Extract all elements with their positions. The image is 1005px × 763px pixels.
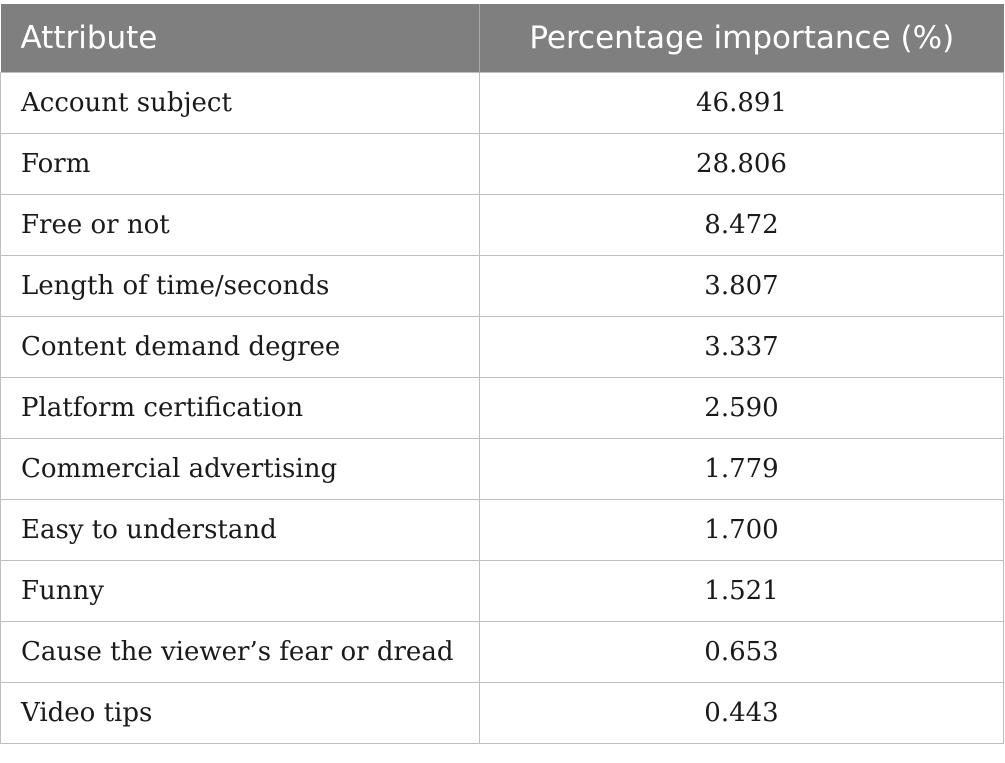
table-row: Commercial advertising 1.779	[0, 437, 1004, 500]
table-row: Form 28.806	[0, 132, 1004, 195]
attribute-cell: Content demand degree	[0, 315, 480, 378]
header-row: Attribute Percentage importance (%)	[0, 4, 1004, 72]
attribute-cell: Free or not	[0, 193, 480, 256]
table-row: Free or not 8.472	[0, 193, 1004, 256]
header-attribute: Attribute	[0, 4, 480, 72]
table-row: Funny 1.521	[0, 559, 1004, 622]
header-percentage: Percentage importance (%)	[479, 4, 1004, 72]
value-cell: 2.590	[479, 376, 1004, 439]
attribute-cell: Platform certification	[0, 376, 480, 439]
table-row: Cause the viewer’s fear or dread 0.653	[0, 620, 1004, 683]
attribute-cell: Form	[0, 132, 480, 195]
value-cell: 1.700	[479, 498, 1004, 561]
attribute-cell: Cause the viewer’s fear or dread	[0, 620, 480, 683]
attribute-cell: Length of time/seconds	[0, 254, 480, 317]
importance-table: Attribute Percentage importance (%) Acco…	[0, 4, 1004, 744]
table-row: Easy to understand 1.700	[0, 498, 1004, 561]
attribute-cell: Video tips	[0, 681, 480, 744]
value-cell: 0.443	[479, 681, 1004, 744]
attribute-cell: Funny	[0, 559, 480, 622]
table-row: Content demand degree 3.337	[0, 315, 1004, 378]
value-cell: 3.807	[479, 254, 1004, 317]
value-cell: 3.337	[479, 315, 1004, 378]
attribute-cell: Commercial advertising	[0, 437, 480, 500]
table-row: Video tips 0.443	[0, 681, 1004, 744]
table-row: Platform certification 2.590	[0, 376, 1004, 439]
value-cell: 0.653	[479, 620, 1004, 683]
value-cell: 46.891	[479, 71, 1004, 134]
value-cell: 8.472	[479, 193, 1004, 256]
attribute-cell: Account subject	[0, 71, 480, 134]
attribute-cell: Easy to understand	[0, 498, 480, 561]
value-cell: 1.521	[479, 559, 1004, 622]
table-row: Account subject 46.891	[0, 71, 1004, 134]
value-cell: 28.806	[479, 132, 1004, 195]
table-row: Length of time/seconds 3.807	[0, 254, 1004, 317]
value-cell: 1.779	[479, 437, 1004, 500]
